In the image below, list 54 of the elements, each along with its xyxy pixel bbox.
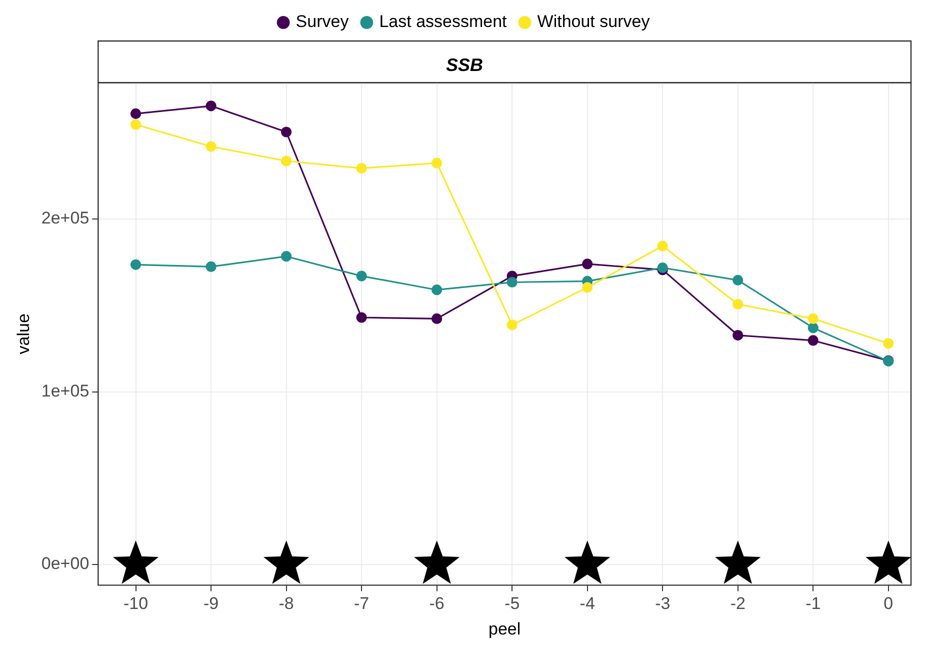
point	[432, 313, 442, 324]
x-tick-label: -6	[429, 594, 444, 614]
point	[808, 322, 818, 334]
point	[130, 259, 142, 270]
point	[808, 313, 818, 324]
x-tick-label: -10	[123, 594, 148, 614]
point	[356, 162, 367, 174]
point	[281, 126, 292, 138]
point	[883, 338, 894, 349]
x-tick-label: -7	[354, 594, 370, 614]
point	[206, 261, 216, 272]
y-tick-label: 2e+05	[41, 208, 90, 228]
point	[506, 276, 518, 288]
point	[732, 298, 744, 310]
point	[112, 540, 159, 584]
point	[130, 119, 142, 130]
x-tick-label: -3	[655, 594, 670, 614]
point	[715, 540, 761, 584]
x-tick-label: -4	[580, 594, 595, 614]
x-tick-label: -9	[203, 594, 219, 614]
point	[130, 108, 142, 119]
point	[206, 141, 216, 152]
point	[432, 158, 442, 168]
point	[564, 540, 610, 584]
point	[732, 274, 744, 286]
point	[432, 284, 442, 296]
legend-label: Without survey	[537, 12, 650, 32]
x-tick-label: -2	[730, 594, 746, 614]
point	[356, 270, 367, 282]
legend-label: Survey	[296, 12, 350, 32]
x-tick-label: 0	[884, 594, 894, 614]
legend-label: Last assessment	[379, 12, 508, 32]
point	[281, 251, 292, 262]
point	[263, 540, 310, 584]
point	[414, 540, 460, 584]
point	[808, 335, 818, 346]
point	[657, 262, 668, 274]
y-axis-title: value	[14, 314, 33, 354]
x-axis-title: peel	[488, 619, 521, 638]
point	[506, 320, 518, 330]
point	[206, 100, 216, 112]
point	[732, 330, 744, 341]
x-tick-label: -5	[504, 594, 520, 614]
point	[582, 258, 593, 270]
point	[657, 240, 668, 252]
point	[866, 540, 912, 584]
chart-title: SSB	[446, 54, 484, 75]
point	[356, 312, 367, 323]
y-tick-label: 1e+05	[41, 381, 90, 400]
point	[582, 282, 593, 293]
y-tick-label: 0e+00	[41, 554, 90, 574]
x-tick-label: -1	[806, 594, 821, 614]
x-tick-label: -8	[278, 594, 294, 614]
point	[281, 156, 292, 166]
